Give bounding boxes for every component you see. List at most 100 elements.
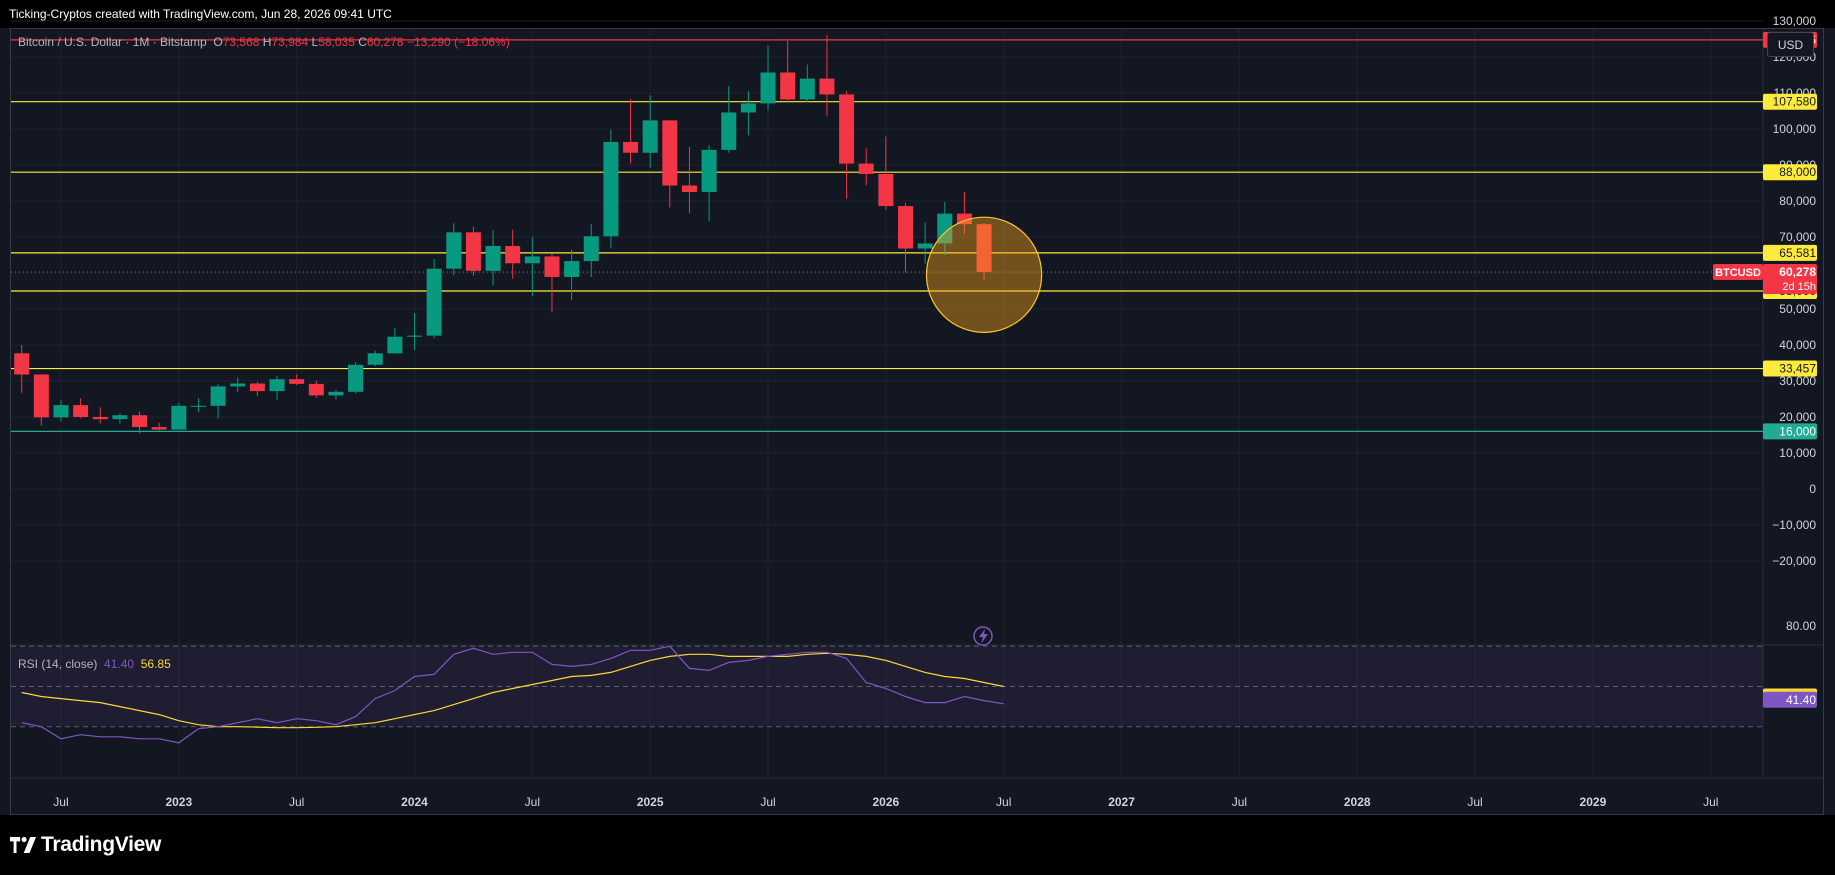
price-tick-label: 100,000 bbox=[1773, 122, 1817, 136]
candle-body bbox=[603, 141, 619, 237]
time-tick-label: 2027 bbox=[1108, 795, 1135, 809]
candle-body bbox=[249, 383, 265, 392]
candle-body bbox=[73, 405, 89, 417]
time-tick-label: Jul bbox=[289, 795, 304, 809]
time-tick-label: 2029 bbox=[1580, 795, 1607, 809]
level-label-box bbox=[1763, 93, 1817, 110]
price-tick-label: 10,000 bbox=[1779, 446, 1816, 460]
high-label: H bbox=[262, 35, 272, 49]
candle-body bbox=[740, 103, 756, 113]
price-tick-label: −10,000 bbox=[1772, 518, 1816, 532]
candle-body bbox=[662, 120, 678, 186]
candle-body bbox=[190, 405, 206, 407]
candle-body bbox=[524, 256, 540, 264]
replay-icon-group bbox=[973, 626, 993, 646]
price-tick-label: 50,000 bbox=[1779, 302, 1816, 316]
candle-body bbox=[681, 185, 697, 192]
high-value: 73,984 bbox=[271, 35, 309, 49]
price-tick-label: 80,000 bbox=[1779, 194, 1816, 208]
time-tick-label: 2028 bbox=[1344, 795, 1371, 809]
candle-body bbox=[210, 386, 226, 406]
rsi-ma-legend-value: 56.85 bbox=[140, 657, 171, 671]
candle-body bbox=[367, 353, 383, 365]
close-value: 60,278 bbox=[366, 35, 404, 49]
candle-body bbox=[760, 72, 776, 104]
open-value: 73,568 bbox=[222, 35, 260, 49]
time-tick-label: Jul bbox=[996, 795, 1011, 809]
candle-body bbox=[171, 405, 187, 430]
tradingview-logo: TradingView bbox=[10, 833, 161, 857]
level-label: 107,580 bbox=[1773, 95, 1817, 109]
price-tick-label: 0 bbox=[1809, 482, 1816, 496]
candle-body bbox=[151, 427, 167, 430]
candle-body bbox=[269, 379, 285, 392]
candle-body bbox=[858, 163, 874, 174]
last-price-symbol: BTCUSD bbox=[1715, 267, 1761, 279]
open-label: O bbox=[213, 35, 223, 49]
rsi-ma-line bbox=[21, 652, 1004, 729]
highlight-circle bbox=[925, 216, 1043, 333]
candle-body bbox=[328, 391, 344, 396]
time-tick-label: Jul bbox=[1703, 795, 1718, 809]
candle-body bbox=[544, 256, 560, 277]
symbol-name: Bitcoin / U.S. Dollar · 1M · Bitstamp bbox=[18, 35, 207, 49]
time-tick-label: 2026 bbox=[873, 795, 900, 809]
candle-body bbox=[898, 206, 913, 249]
candle-body bbox=[230, 383, 246, 387]
candle-body bbox=[132, 415, 148, 428]
level-label: 65,581 bbox=[1779, 246, 1816, 260]
rsi-axis-label-box bbox=[1763, 691, 1817, 708]
replay-icon bbox=[979, 629, 988, 644]
tradingview-logo-icon bbox=[10, 837, 36, 853]
highlight-circle-group bbox=[925, 216, 1043, 333]
candle-body bbox=[446, 232, 462, 269]
candle-body bbox=[583, 236, 599, 262]
rsi-legend: RSI (14, close) 41.40 56.85 bbox=[18, 657, 171, 671]
change-value: −13,290 (−18.06%) bbox=[406, 35, 510, 49]
candle-body bbox=[976, 224, 992, 272]
candle-body bbox=[701, 149, 717, 192]
rsi-axis-label: 41.40 bbox=[1786, 693, 1816, 707]
candle-body bbox=[289, 379, 305, 384]
footer-bar bbox=[0, 815, 1835, 875]
candle-body bbox=[426, 268, 442, 336]
time-tick-label: Jul bbox=[760, 795, 775, 809]
candle-body bbox=[917, 243, 933, 249]
last-price-countdown: 2d 15h bbox=[1782, 281, 1816, 293]
currency-button[interactable]: USD bbox=[1767, 32, 1814, 57]
price-tick-label: 70,000 bbox=[1779, 230, 1816, 244]
low-value: 58,035 bbox=[318, 35, 355, 49]
candle-body bbox=[53, 405, 69, 418]
time-tick-label: Jul bbox=[53, 795, 68, 809]
rsi-band bbox=[11, 645, 1763, 728]
candle-body bbox=[878, 174, 894, 207]
time-tick-label: 2023 bbox=[165, 795, 192, 809]
rsi-tick-label: 80.00 bbox=[1786, 619, 1816, 633]
level-label: 33,457 bbox=[1779, 362, 1816, 376]
time-tick-label: Jul bbox=[525, 795, 540, 809]
rsi-label: RSI (14, close) bbox=[18, 657, 98, 671]
candle-body bbox=[956, 213, 972, 225]
candle-body bbox=[564, 261, 580, 277]
candle-body bbox=[819, 78, 835, 95]
candle-body bbox=[308, 383, 324, 396]
time-tick-label: 2024 bbox=[401, 795, 428, 809]
chart-title-bar: Ticking-Cryptos created with TradingView… bbox=[0, 0, 1835, 28]
horizontal-levels bbox=[11, 39, 1763, 432]
level-label-box bbox=[1763, 423, 1817, 440]
candles bbox=[14, 35, 992, 434]
price-tick-label: 40,000 bbox=[1779, 338, 1816, 352]
candle-body bbox=[839, 94, 855, 164]
level-label-box bbox=[1763, 360, 1817, 377]
level-label-box bbox=[1763, 244, 1817, 261]
level-label-box bbox=[1763, 164, 1817, 181]
rsi-legend-value: 41.40 bbox=[104, 657, 135, 671]
price-tick-label: 20,000 bbox=[1779, 410, 1816, 424]
price-tick-label: 130,000 bbox=[1773, 14, 1817, 28]
symbol-legend: Bitcoin / U.S. Dollar · 1M · Bitstamp O7… bbox=[18, 35, 510, 49]
time-tick-label: Jul bbox=[1232, 795, 1247, 809]
rsi-lines bbox=[21, 645, 1004, 744]
candle-body bbox=[348, 364, 364, 392]
last-price-label: 60,278 bbox=[1779, 265, 1816, 279]
